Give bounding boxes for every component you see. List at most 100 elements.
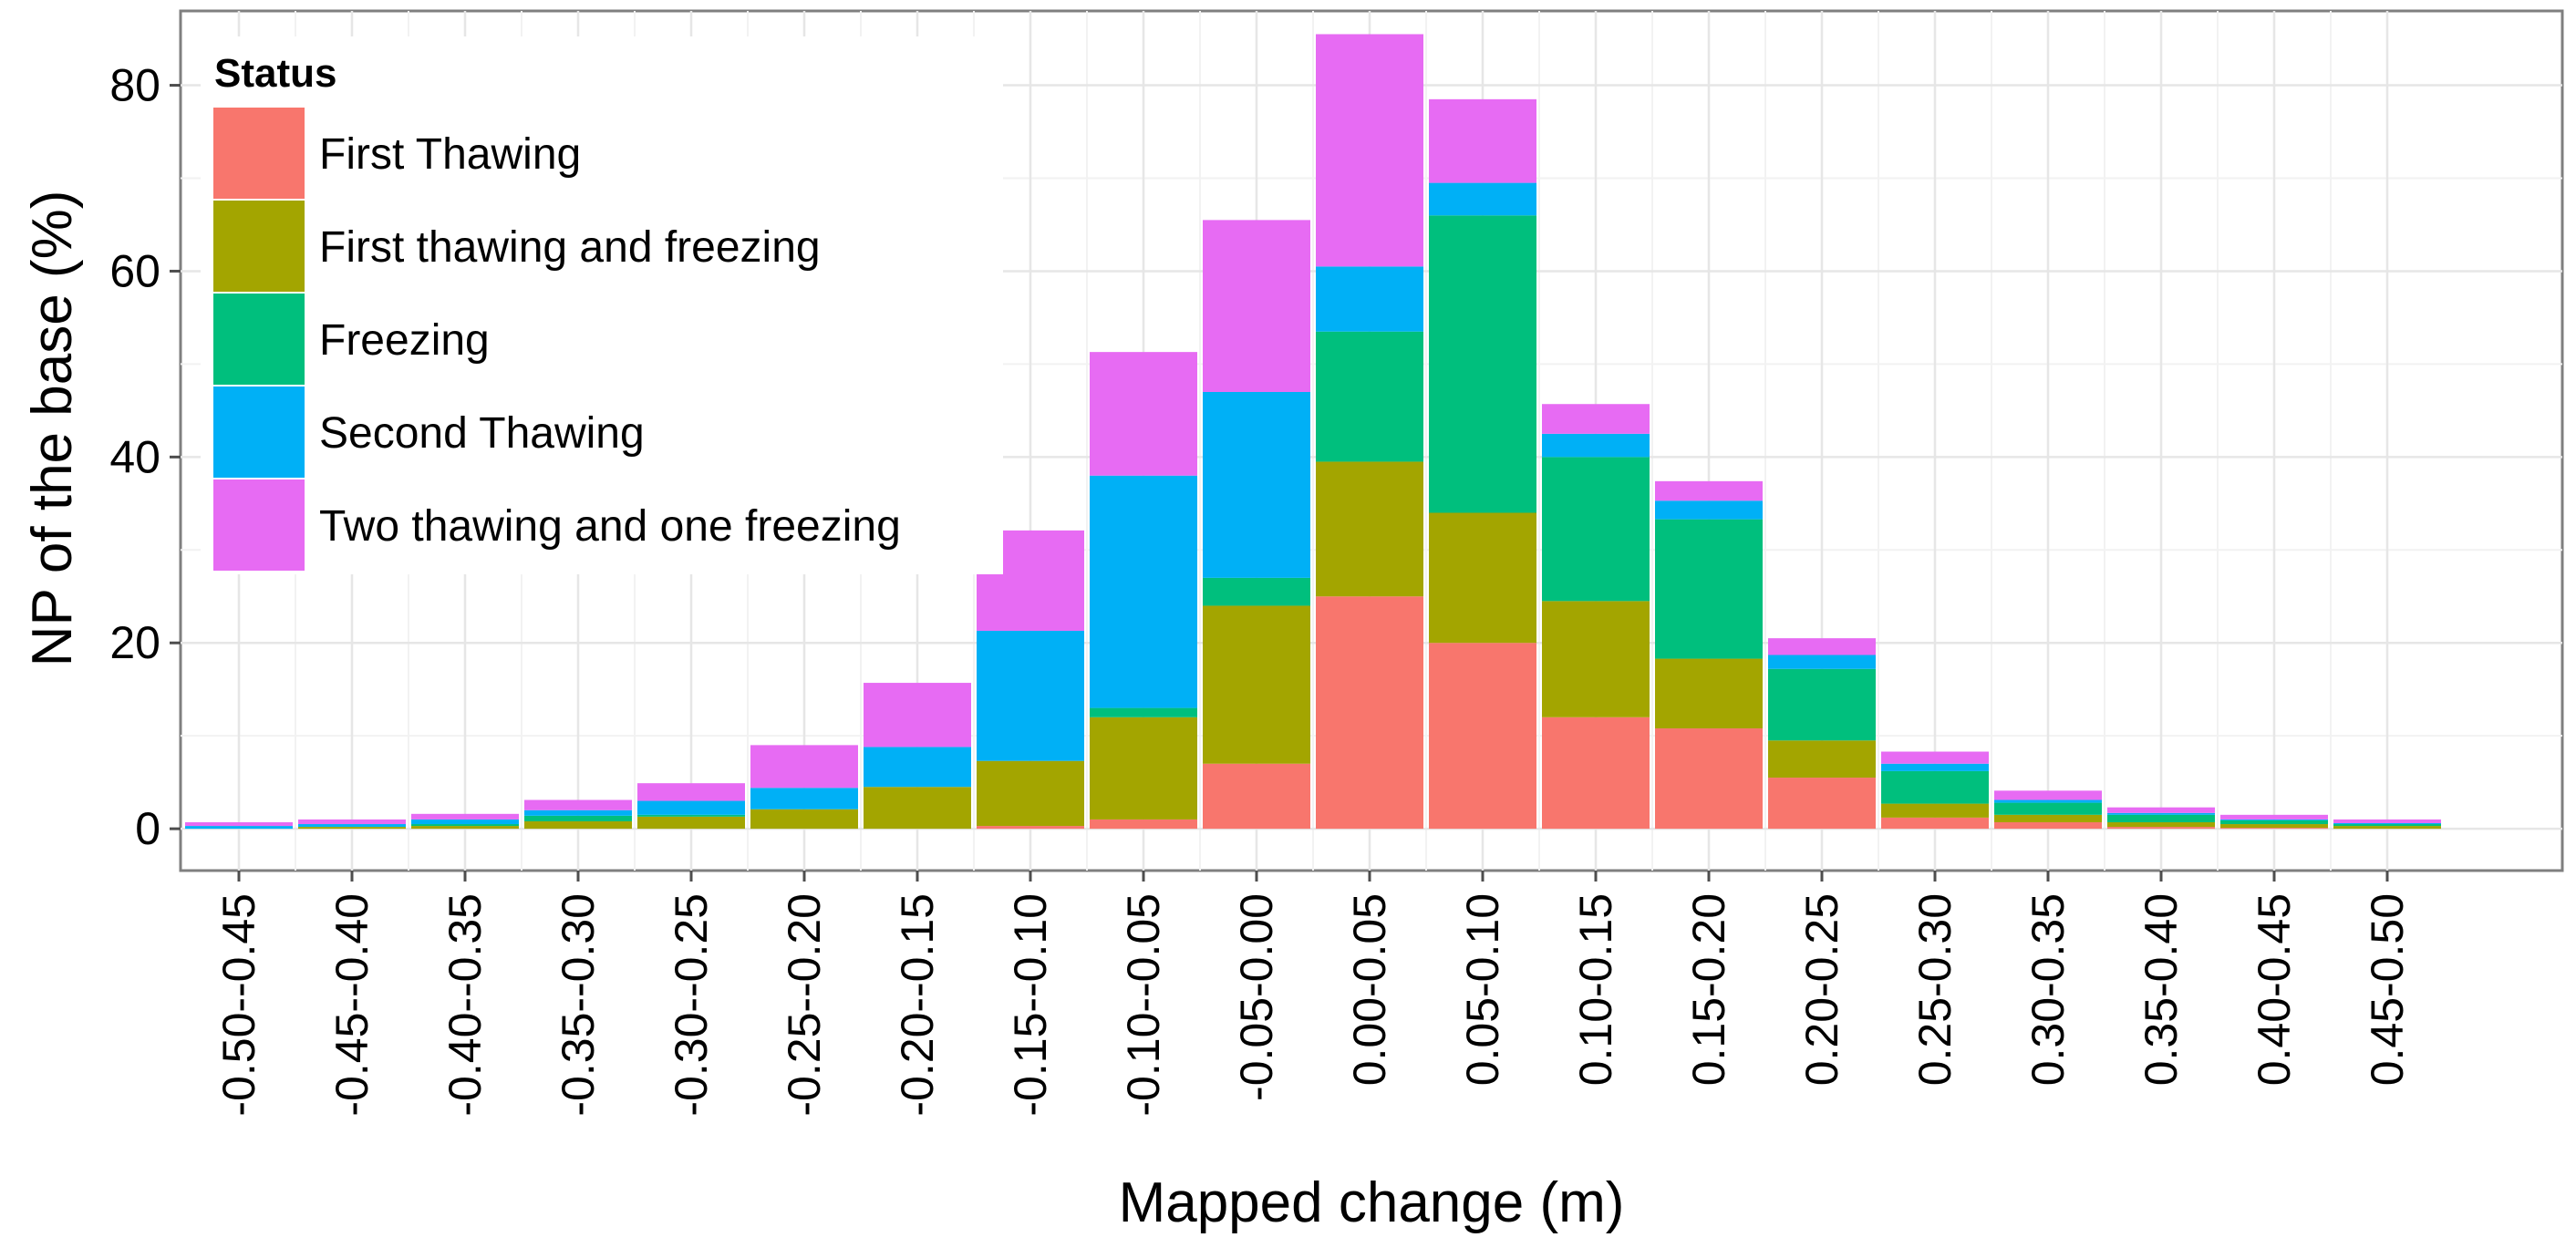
x-tick-label: 0.40-0.45 (2249, 893, 2300, 1086)
bar-segment (411, 826, 519, 830)
bar-segment (637, 816, 745, 830)
bar-segment (1542, 457, 1650, 602)
bar-segment (864, 747, 971, 788)
x-tick-label: -0.35--0.30 (553, 893, 604, 1117)
bar-segment (1655, 519, 1763, 659)
bar-segment (750, 745, 858, 789)
legend-label: First Thawing (319, 130, 581, 179)
bar-segment (1655, 728, 1763, 830)
bar-segment (977, 630, 1084, 761)
bar-segment (1881, 751, 1989, 764)
bar-segment (2333, 823, 2441, 825)
y-tick-label: 0 (135, 803, 160, 854)
x-tick-label: 0.15-0.20 (1683, 893, 1734, 1086)
legend-label: First thawing and freezing (319, 223, 821, 272)
bar-segment (2107, 814, 2215, 822)
bar-segment (864, 683, 971, 748)
bar-segment (2333, 819, 2441, 824)
bar-segment (2220, 820, 2328, 825)
bar-segment (298, 827, 406, 830)
bar-segment (750, 788, 858, 809)
bar-segment (1994, 814, 2102, 822)
bar-segment (1316, 461, 1423, 597)
y-axis-title: NP of the base (%) (21, 191, 84, 667)
bar-segment (2333, 826, 2441, 830)
bar-segment (2220, 828, 2328, 830)
bar-segment (1429, 98, 1536, 183)
bar-segment (411, 813, 519, 820)
bar-segment (637, 783, 745, 801)
x-tick-label: 0.25-0.30 (1909, 893, 1960, 1086)
bar-segment (864, 787, 971, 830)
legend-swatch (213, 108, 305, 199)
bar-segment (750, 809, 858, 830)
x-tick-label: -0.30--0.25 (666, 893, 717, 1117)
bar-segment (1768, 668, 1876, 741)
bar-segment (1655, 480, 1763, 501)
x-tick-label: 0.00-0.05 (1344, 893, 1395, 1086)
bar-segment (2107, 812, 2215, 815)
y-tick-label: 80 (109, 60, 160, 111)
bar-segment (1994, 799, 2102, 803)
legend-items: First Thawing First thawing and freezing F… (212, 106, 901, 572)
x-tick-label: -0.45--0.40 (326, 893, 378, 1117)
bar-segment (1090, 475, 1197, 708)
x-tick-label: 0.30-0.35 (2023, 893, 2074, 1086)
bar-segment (1429, 215, 1536, 513)
legend: Status First Thawing First thawing and fr… (201, 36, 1003, 574)
bar-segment (1316, 596, 1423, 830)
x-tick-label: 0.35-0.40 (2136, 893, 2187, 1086)
bar-segment (411, 819, 519, 825)
bar-segment (1542, 433, 1650, 458)
bar-segment (1203, 391, 1310, 578)
x-tick-label: -0.15--0.10 (1005, 893, 1056, 1117)
legend-label: Freezing (319, 316, 490, 365)
bar-segment (977, 826, 1084, 830)
bar-segment (1090, 352, 1197, 476)
bar-segment (1655, 500, 1763, 520)
bar-segment (524, 815, 632, 821)
bar-segment (1316, 266, 1423, 332)
legend-swatch (213, 294, 305, 385)
bar-segment (1429, 512, 1536, 644)
bar-segment (1203, 220, 1310, 392)
bar-segment (1542, 404, 1650, 434)
bars (185, 34, 2441, 830)
bar-segment (2107, 807, 2215, 813)
bar-segment (1881, 763, 1989, 771)
x-tick-label: -0.05-0.00 (1231, 893, 1282, 1101)
bar-segment (1203, 605, 1310, 764)
x-tick-label: -0.25--0.20 (779, 893, 830, 1117)
bar-segment (1994, 802, 2102, 815)
bar-segment (298, 824, 406, 828)
legend-swatch (213, 387, 305, 478)
bar-segment (2107, 821, 2215, 828)
bar-segment (1203, 763, 1310, 830)
y-tick-label: 20 (109, 617, 160, 668)
bar-segment (524, 799, 632, 810)
bar-segment (2220, 824, 2328, 829)
x-tick-label: -0.40--0.35 (440, 893, 491, 1117)
bar-segment (1881, 817, 1989, 830)
legend-swatch (213, 479, 305, 571)
bar-segment (524, 820, 632, 830)
bar-segment (1768, 655, 1876, 669)
bar-segment (1316, 331, 1423, 462)
bar-segment (411, 824, 519, 827)
bar-segment (298, 819, 406, 825)
bar-segment (1429, 643, 1536, 830)
y-tick-label: 60 (109, 245, 160, 296)
x-axis-title: Mapped change (m) (1119, 1171, 1625, 1234)
bar-segment (637, 814, 745, 817)
x-tick-label: -0.10--0.05 (1118, 893, 1169, 1117)
bar-segment (524, 809, 632, 816)
x-tick-label: -0.20--0.15 (892, 893, 943, 1117)
legend-label: Second Thawing (319, 409, 645, 458)
x-tick-label: 0.10-0.15 (1570, 893, 1621, 1086)
bar-segment (1203, 577, 1310, 606)
x-tick-label: 0.45-0.50 (2362, 893, 2413, 1086)
bar-segment (1542, 717, 1650, 830)
bar-segment (1090, 707, 1197, 717)
legend-title: Status (214, 51, 336, 96)
